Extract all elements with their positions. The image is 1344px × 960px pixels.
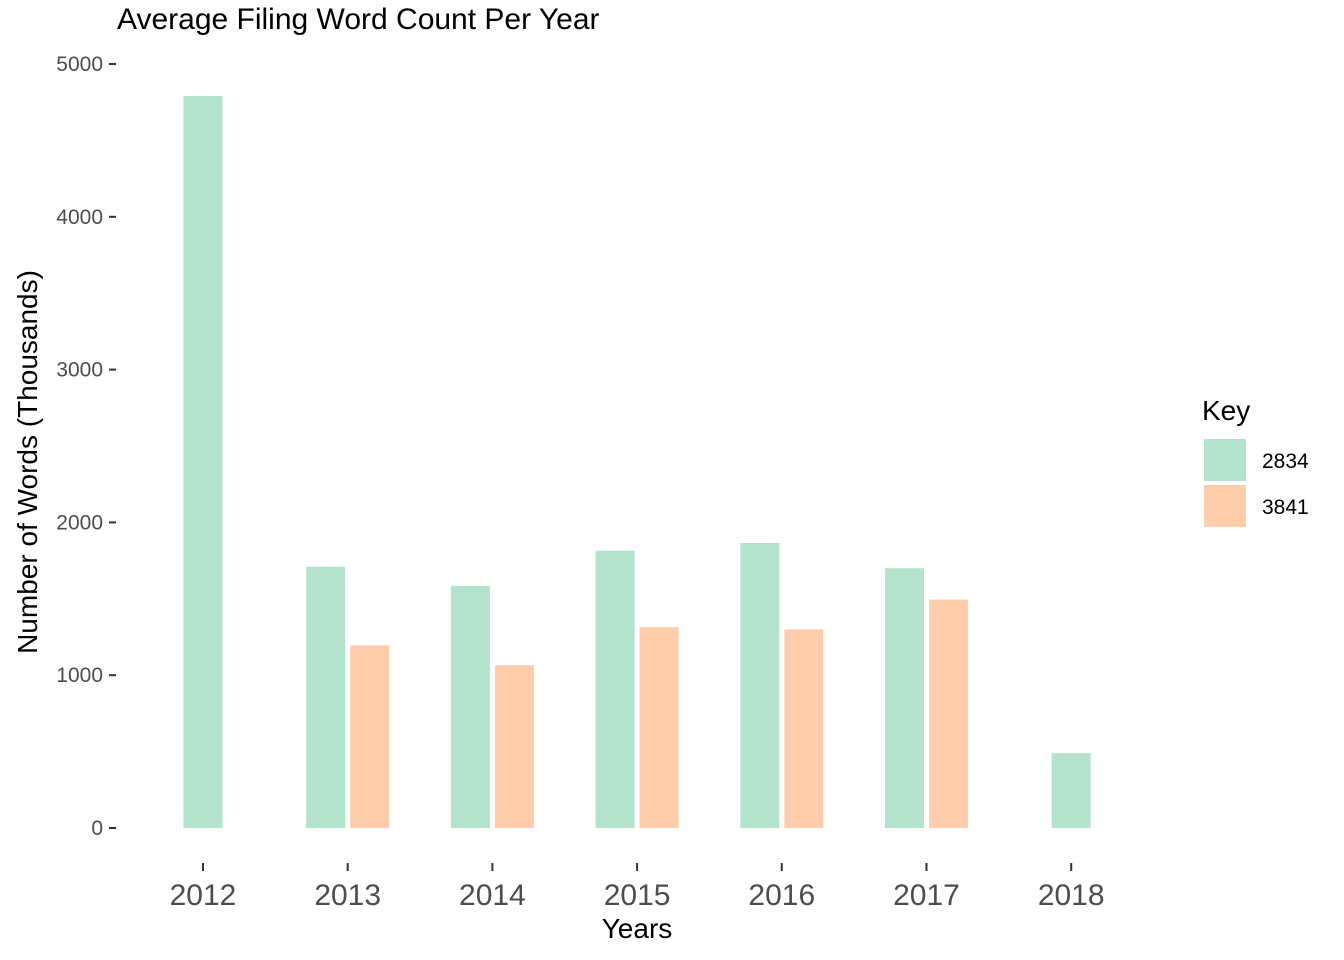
- chart-title: Average Filing Word Count Per Year: [117, 3, 600, 36]
- y-tick-label: 2000: [56, 511, 103, 534]
- bar-2834-2014: [450, 585, 490, 828]
- bar-3841-2014: [494, 665, 534, 828]
- bars: [183, 96, 1091, 828]
- legend-label-3841: 3841: [1262, 496, 1309, 519]
- bar-2834-2018: [1051, 753, 1091, 828]
- bar-2834-2013: [306, 566, 346, 828]
- y-tick-label: 4000: [56, 206, 103, 229]
- x-tick-label: 2012: [170, 879, 237, 912]
- bar-2834-2017: [885, 568, 924, 828]
- x-tick-label: 2014: [459, 879, 526, 912]
- legend-swatch-3841: [1202, 483, 1248, 529]
- legend-title: Key: [1202, 395, 1250, 426]
- y-axis-title: Number of Words (Thousands): [12, 270, 43, 654]
- y-tick-label: 5000: [56, 53, 103, 76]
- bar-3841-2013: [350, 645, 390, 828]
- x-tick-label: 2017: [893, 879, 960, 912]
- bar-2834-2012: [183, 96, 223, 828]
- x-tick-label: 2015: [604, 879, 671, 912]
- bar-3841-2015: [639, 627, 679, 828]
- y-tick-label: 1000: [56, 664, 103, 687]
- bar-2834-2016: [740, 543, 780, 828]
- y-axis: 0 1000 2000 3000 4000 5000: [56, 53, 116, 840]
- bar-3841-2016: [784, 629, 824, 828]
- bar-3841-2017: [929, 599, 968, 828]
- legend-label-2834: 2834: [1262, 450, 1309, 473]
- x-axis-title: Years: [602, 913, 673, 944]
- x-tick-label: 2018: [1038, 879, 1105, 912]
- bar-2834-2015: [595, 550, 635, 828]
- y-tick-label: 0: [91, 817, 103, 840]
- x-tick-label: 2013: [314, 879, 381, 912]
- legend: Key 2834 3841: [1202, 395, 1309, 529]
- x-axis: 2012 2013 2014 2015 2016 2017 2018: [170, 863, 1105, 912]
- y-tick-label: 3000: [56, 359, 103, 382]
- x-tick-label: 2016: [748, 879, 815, 912]
- legend-swatch-2834: [1202, 437, 1248, 483]
